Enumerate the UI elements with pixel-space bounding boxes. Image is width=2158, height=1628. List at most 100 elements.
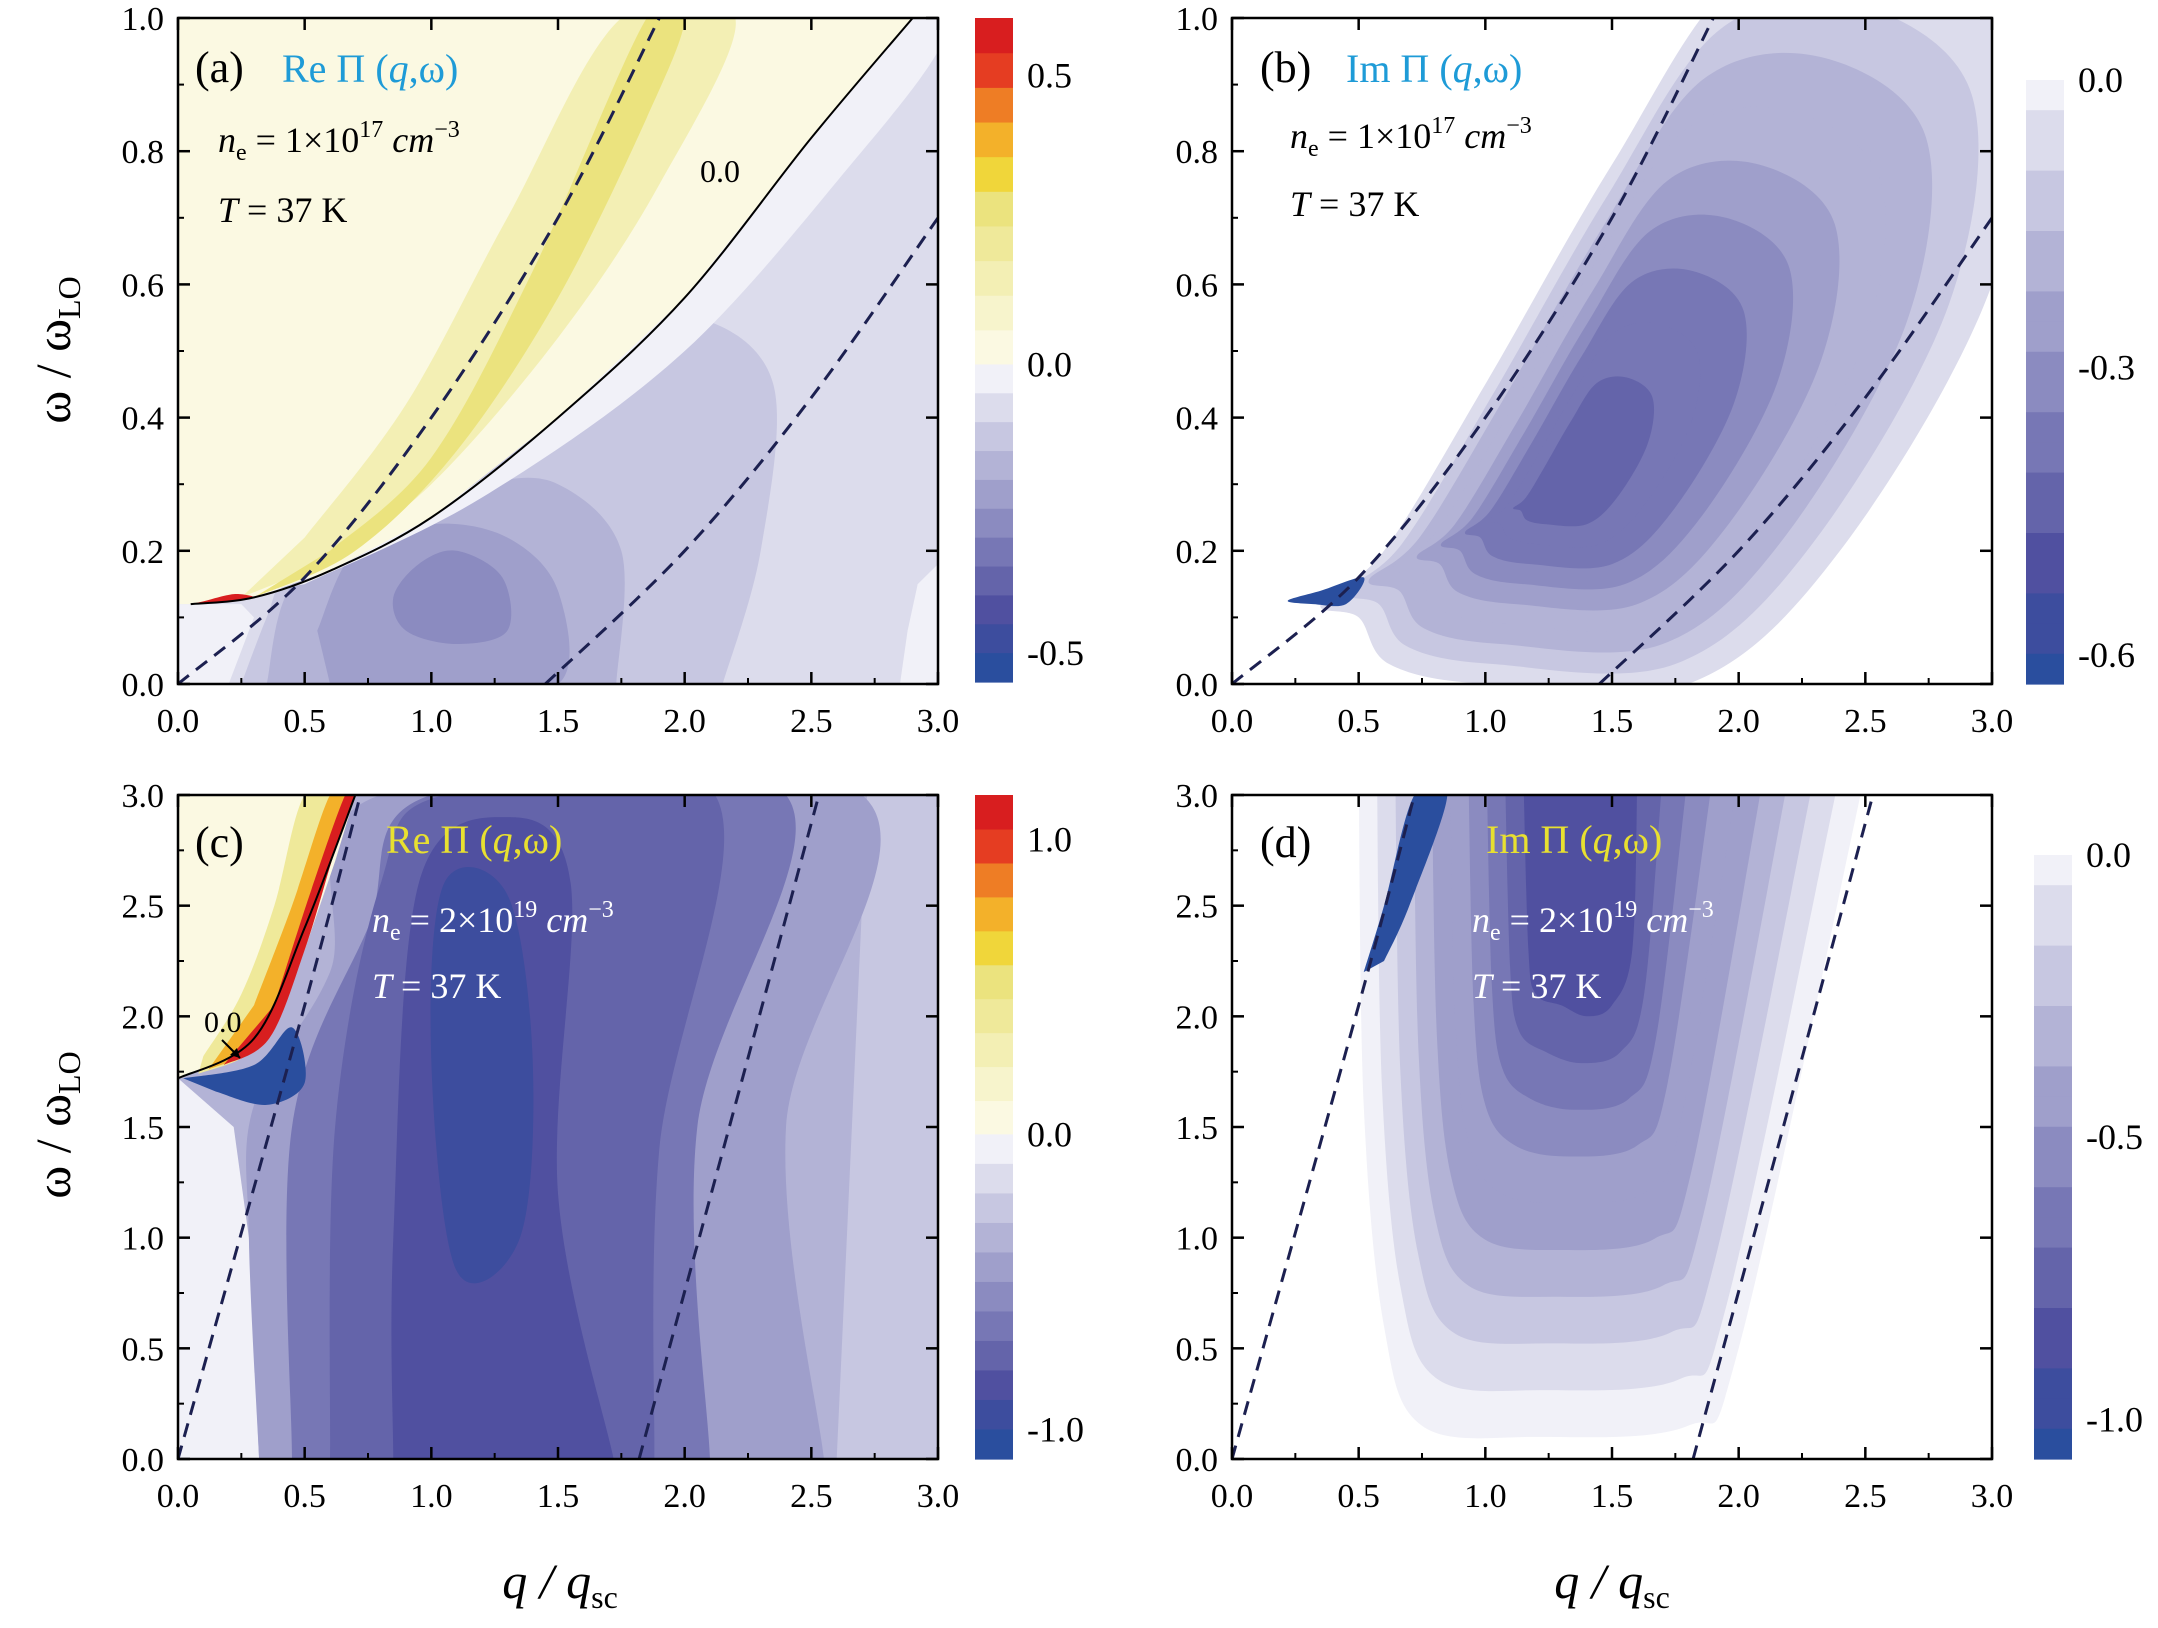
colorbar-swatch: [975, 896, 1013, 932]
colorbar-swatch: [2034, 1066, 2072, 1098]
colorbar-swatch: [2026, 502, 2064, 534]
x-tick-label: 2.5: [1844, 703, 1887, 740]
panel-b-plot: [1232, 18, 1992, 684]
colorbar-swatch: [2026, 593, 2064, 625]
colorbar-swatch: [975, 1222, 1013, 1254]
region-negative-core: [430, 866, 534, 1284]
panel-d-ticks: 0.0 0.5 1.0 1.5 2.0 2.5 3.0 0.0 0.5 1.0 1.5 2.0 2.5 3…: [1176, 778, 2014, 1515]
colorbar-swatch: [975, 87, 1013, 123]
region-im-edge: [1363, 795, 1448, 973]
x-tick-label: 2.5: [790, 1478, 833, 1515]
colorbar-swatch: [2026, 170, 2064, 202]
panel-d-temperature: T = 37 K: [1472, 966, 1601, 1006]
colorbar-swatch: [975, 1311, 1013, 1342]
panel-a-title: Re Π (q,ω): [282, 46, 458, 91]
x-axis-label-right: q / qsc: [1554, 1553, 1670, 1615]
colorbar-swatch: [2034, 1217, 2072, 1249]
colorbar-swatch: [2026, 382, 2064, 413]
colorbar-swatch: [975, 508, 1013, 539]
colorbar-swatch: [975, 1252, 1013, 1283]
colorbar-swatch: [975, 18, 1013, 54]
colorbar-swatch: [2034, 945, 2072, 977]
panel-c-colorbar: 1.0 0.0 -1.0: [975, 795, 1084, 1460]
y-tick-label: 0.0: [122, 667, 165, 704]
colorbar-swatch: [2034, 1126, 2072, 1158]
x-tick-label: 1.0: [1464, 1478, 1507, 1515]
colorbar-swatch: [975, 479, 1013, 510]
x-tick-label: 1.0: [410, 703, 453, 740]
panel-d-colorbar: 0.0 -0.5 -1.0: [2034, 835, 2143, 1460]
colorbar-swatch: [2026, 231, 2064, 262]
panel-a-lines: [178, 18, 938, 684]
colorbar-swatch: [975, 1134, 1013, 1165]
x-tick-label: 0.5: [1337, 1478, 1380, 1515]
colorbar-swatch: [975, 1429, 1013, 1460]
colorbar-swatch: [2026, 472, 2064, 504]
colorbar-swatch: [975, 121, 1013, 158]
x-tick-label: 1.5: [537, 1478, 580, 1515]
x-tick-label: 2.0: [663, 703, 706, 740]
x-tick-label: 3.0: [917, 1478, 960, 1515]
panel-c-zero-label: 0.0: [204, 1006, 242, 1039]
x-tick-label: 2.5: [790, 703, 833, 740]
colorbar-swatch: [975, 1163, 1013, 1194]
colorbar-swatch: [975, 393, 1013, 423]
panel-c-contour-regions: [178, 795, 938, 1459]
x-tick-label: 0.5: [1337, 703, 1380, 740]
colorbar-swatch: [975, 1399, 1013, 1431]
colorbar-swatch: [2026, 291, 2064, 323]
x-tick-label: 1.5: [1591, 1478, 1634, 1515]
x-tick-label: 0.0: [157, 703, 200, 740]
colorbar-swatch: [2026, 140, 2064, 172]
colorbar-swatch: [2034, 1368, 2072, 1400]
colorbar-swatch: [975, 156, 1013, 192]
colorbar-swatch: [975, 451, 1013, 481]
y-tick-label: 0.5: [122, 1331, 165, 1368]
colorbar-swatch: [2034, 1187, 2072, 1218]
region-negative-edge: [183, 1027, 306, 1106]
x-tick-label: 3.0: [917, 703, 960, 740]
colorbar-swatch: [2034, 885, 2072, 916]
colorbar-swatch: [2026, 533, 2064, 564]
x-tick-label: 1.0: [410, 1478, 453, 1515]
x-tick-label: 2.5: [1844, 1478, 1887, 1515]
colorbar-swatch: [2026, 623, 2064, 655]
y-tick-label: 0.6: [122, 267, 165, 304]
x-tick-label: 3.0: [1971, 703, 2014, 740]
x-tick-label: 0.0: [157, 1478, 200, 1515]
region-near-zero-right: [900, 564, 938, 684]
panel-b-contour-regions: [1287, 18, 1992, 684]
colorbar-tick-label: 0.5: [1027, 56, 1072, 96]
panel-d-title: Im Π (q,ω): [1486, 817, 1662, 862]
colorbar-tick-label: -1.0: [1027, 1409, 1084, 1449]
colorbar-swatch: [975, 624, 1013, 654]
zero-contour-line: [178, 795, 357, 1080]
colorbar-tick-label: 0.0: [1027, 1114, 1072, 1154]
colorbar-swatch: [975, 566, 1013, 596]
colorbar-swatch: [975, 260, 1013, 296]
colorbar-swatch: [975, 1281, 1013, 1313]
dashed-boundary-line: [178, 18, 661, 684]
colorbar-swatch: [975, 795, 1013, 830]
colorbar-swatch: [975, 828, 1013, 864]
colorbar-swatch: [2034, 1277, 2072, 1309]
panel-c-plot: [178, 795, 938, 1459]
x-axis-label-left: q / qsc: [502, 1553, 618, 1615]
colorbar-swatch: [975, 1066, 1013, 1102]
y-tick-label: 0.8: [1176, 134, 1219, 171]
colorbar-swatch: [2026, 200, 2064, 232]
dashed-boundary-line: [544, 216, 938, 684]
panel-d: 0.0 0.5 1.0 1.5 2.0 2.5 3.0 0.0 0.5 1.0 1.5 2.0 2.5 3…: [1176, 778, 2144, 1515]
colorbar-swatch: [975, 191, 1013, 227]
x-tick-label: 0.0: [1211, 1478, 1254, 1515]
region-positive-peak: [223, 795, 356, 1065]
y-tick-label: 2.5: [122, 889, 165, 926]
colorbar-swatch: [975, 537, 1013, 568]
colorbar-swatch: [975, 930, 1013, 966]
y-axis-label-bottom: ω / ωLO: [25, 1051, 87, 1198]
panel-b-title: Im Π (q,ω): [1346, 46, 1522, 91]
panel-a-ticks: 0.0 0.5 1.0 1.5 2.0 2.5 3.0 0.0 0.2 0.4 0.6 0.8 1.0: [122, 1, 960, 740]
contour-level-9: [1523, 795, 1637, 1017]
y-axis-label-top: ω / ωLO: [25, 276, 87, 423]
panel-c-ticks: 0.0 0.5 1.0 1.5 2.0 2.5 3.0 0.0 0.5 1.0 1.5 2.0 2.5 3…: [122, 778, 960, 1515]
